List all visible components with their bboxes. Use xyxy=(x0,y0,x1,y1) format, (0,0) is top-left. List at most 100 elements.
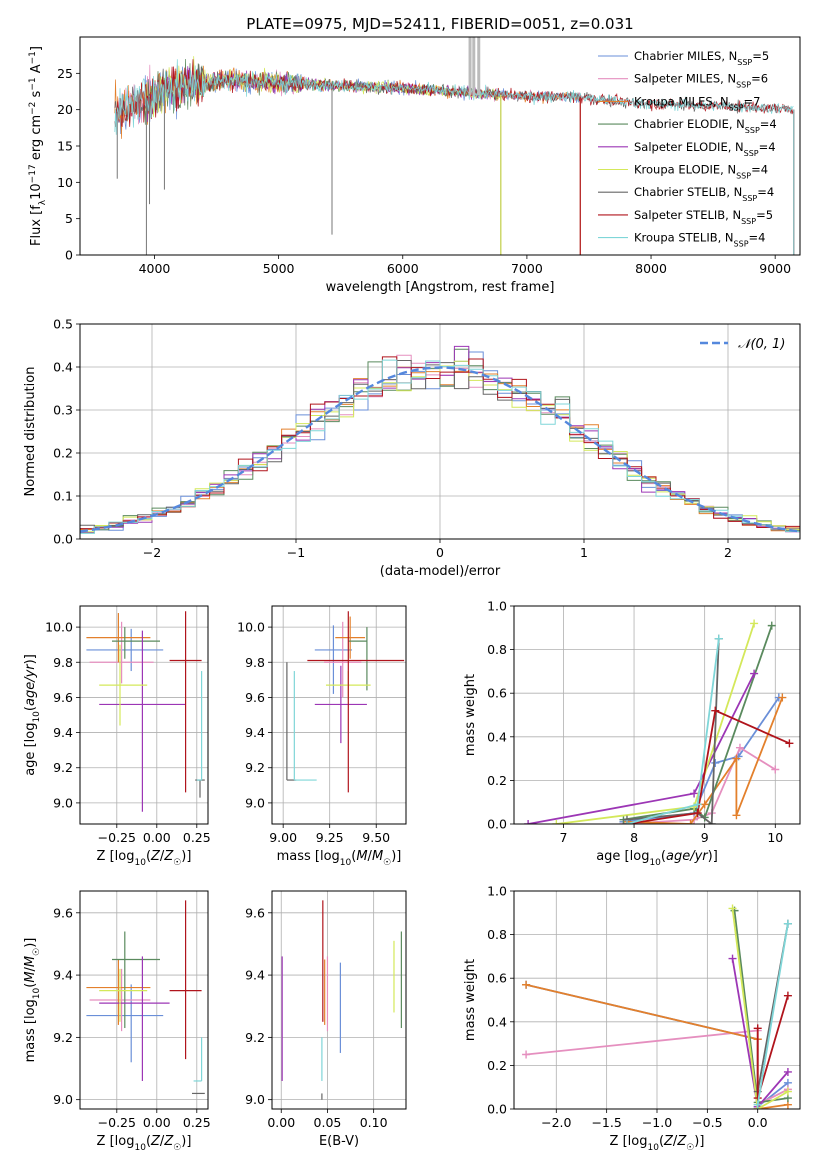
weight-marker xyxy=(686,820,695,824)
weight-line xyxy=(626,638,720,824)
errorbar-kroupa-miles xyxy=(86,613,151,663)
errorbar-salpeter-stelib xyxy=(169,900,202,1060)
weight-marker xyxy=(735,743,744,752)
axes-frame xyxy=(513,605,801,825)
plot-area xyxy=(286,611,405,793)
x-tick-label: 0 xyxy=(436,545,444,560)
spectrum-line-kroupa-stelib-n-ssp-4 xyxy=(114,59,794,135)
y-tick-label: 0.4 xyxy=(53,360,73,375)
weight-line xyxy=(623,625,773,821)
axes-frame xyxy=(79,890,209,1110)
x-tick-label: 4000 xyxy=(139,261,171,276)
weight-marker xyxy=(783,991,792,1000)
errorbar-chabrier-elodie xyxy=(112,931,160,1029)
y-tick-label: 0.0 xyxy=(53,532,73,547)
y-tick-label: 9.0 xyxy=(245,1092,265,1107)
weight-line xyxy=(731,908,789,1109)
panel-residuals: −2 −1 0 1 2 0.0 0.1 0.2 0.3 0.4 0.5 (data-model)/er… xyxy=(23,317,801,579)
plot-area xyxy=(114,37,795,255)
y-tick-label: 9.2 xyxy=(53,1030,73,1045)
weight-marker xyxy=(522,980,531,989)
y-tick-label: 1.0 xyxy=(487,599,507,614)
plot-area xyxy=(80,345,800,534)
x-tick-label: 10 xyxy=(767,830,783,845)
errorbar-salpeter-stelib xyxy=(169,611,202,793)
panel-mass_vs_ebv: 0.00 0.05 0.10 9.0 9.2 9.4 9.6 E(B-V) xyxy=(245,890,407,1149)
y-tick-label: 10.0 xyxy=(45,620,73,635)
errorbar-salpeter-miles xyxy=(89,621,154,684)
errorbar-salpeter-elodie xyxy=(99,956,170,1081)
axes-frame xyxy=(513,890,801,1110)
y-tick-label: 0.5 xyxy=(53,317,73,332)
normal-reference-curve xyxy=(80,366,800,533)
plot-area xyxy=(281,900,402,1100)
weight-marker xyxy=(750,619,759,628)
panel-spectrum: 4000 5000 6000 7000 8000 9000 0 5 10 15 20 25 wavele… xyxy=(28,36,801,295)
errorbar-chabrier-miles xyxy=(314,625,353,694)
weight-series-kroupa-elodie xyxy=(552,619,759,824)
axes-frame xyxy=(271,605,407,825)
panel-mass_vs_Z: −0.25 0.00 0.25 9.0 9.2 9.4 9.6 Z [log10(Z/Z☉)]… xyxy=(23,890,211,1153)
x-tick-label: 7000 xyxy=(511,261,543,276)
histogram-kroupa-stelib xyxy=(80,359,800,534)
y-tick-label: 9.4 xyxy=(53,725,73,740)
x-tick-label: 0.25 xyxy=(183,830,211,845)
masked-region xyxy=(468,37,472,96)
y-tick-label: 0.8 xyxy=(487,927,507,942)
weight-marker xyxy=(783,919,792,928)
y-axis-label: Normed distribution xyxy=(23,367,38,497)
y-tick-label: 1.0 xyxy=(487,884,507,899)
weight-series-chabrier-stelib xyxy=(753,919,792,1096)
weight-marker xyxy=(711,706,720,715)
y-tick-label: 0.3 xyxy=(53,403,73,418)
x-tick-label: 0.0 xyxy=(748,1115,768,1130)
x-tick-label: 9.00 xyxy=(269,830,297,845)
errorbar-salpeter-stelib xyxy=(307,611,405,793)
legend-label-kroupa-miles-n-ssp-7: Kroupa MILES, NSSP=7 xyxy=(634,94,760,112)
weight-line xyxy=(623,697,780,823)
weight-marker xyxy=(700,800,709,809)
errorbar-kroupa-miles xyxy=(335,616,366,659)
x-tick-label: 0.00 xyxy=(143,830,171,845)
plot-area xyxy=(86,611,205,812)
weight-line xyxy=(556,623,755,824)
x-axis-label: mass [log10(M/M☉)] xyxy=(277,849,402,868)
weight-marker xyxy=(732,754,741,763)
legend-label-kroupa-stelib-n-ssp-4: Kroupa STELIB, NSSP=4 xyxy=(634,231,765,249)
x-tick-label: 0.05 xyxy=(314,1115,342,1130)
axes-frame xyxy=(79,36,801,256)
axes-frame xyxy=(271,890,407,1110)
weight-marker xyxy=(690,789,699,798)
errorbar-chabrier-elodie xyxy=(112,627,160,659)
y-tick-label: 10.0 xyxy=(237,620,265,635)
weight-marker xyxy=(732,811,741,820)
errorbar-kroupa-stelib xyxy=(293,671,317,781)
x-tick-label: −0.5 xyxy=(692,1115,722,1130)
y-tick-label: 9.2 xyxy=(245,760,265,775)
axes-frame xyxy=(79,605,209,825)
y-tick-label: 0.2 xyxy=(53,446,73,461)
y-tick-label: 10 xyxy=(57,175,73,190)
x-tick-label: 5000 xyxy=(263,261,295,276)
x-axis-label: (data-model)/error xyxy=(380,564,501,579)
x-tick-label: 9.25 xyxy=(316,830,344,845)
x-tick-label: 0.10 xyxy=(360,1115,388,1130)
axes-frame xyxy=(79,323,801,540)
plot-area xyxy=(522,904,792,1109)
y-tick-label: 9.8 xyxy=(53,655,73,670)
legend-label-normal: 𝒩(0, 1) xyxy=(738,337,785,352)
x-tick-label: 2 xyxy=(724,545,732,560)
x-tick-label: −0.25 xyxy=(98,1115,136,1130)
legend: Chabrier MILES, NSSP=5 Salpeter MILES, NS… xyxy=(598,49,777,248)
y-tick-label: 0 xyxy=(65,248,73,263)
weight-marker xyxy=(522,1050,531,1059)
legend-label-salpeter-miles-n-ssp-6: Salpeter MILES, NSSP=6 xyxy=(634,72,768,90)
y-tick-label: 0.2 xyxy=(487,1058,507,1073)
y-tick-label: 0.6 xyxy=(487,686,507,701)
y-tick-label: 9.6 xyxy=(53,690,73,705)
y-tick-label: 0.4 xyxy=(487,729,507,744)
y-axis-label: Flux [fλ10−17 erg cm−2 s−1 A−1] xyxy=(28,46,48,246)
y-tick-label: 9.0 xyxy=(53,795,73,810)
weight-marker xyxy=(753,1100,762,1109)
